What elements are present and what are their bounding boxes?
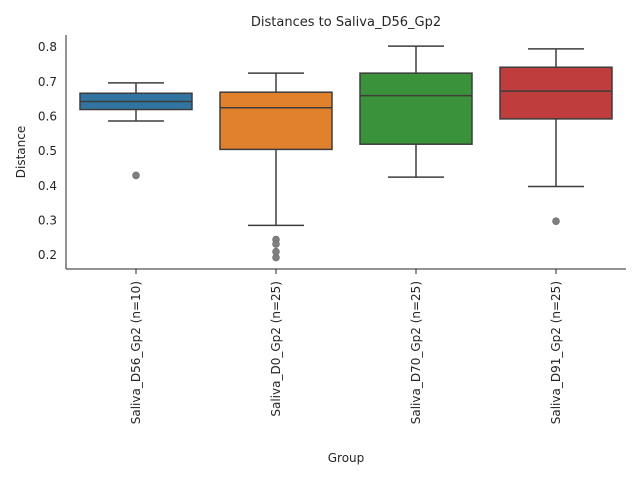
y-tick-label: 0.3: [38, 213, 57, 227]
y-tick-label: 0.7: [38, 75, 57, 89]
x-tick-label: Saliva_D70_Gp2 (n=25): [409, 281, 423, 424]
x-tick-label: Saliva_D91_Gp2 (n=25): [549, 281, 563, 424]
x-axis-label: Group: [328, 451, 365, 465]
x-tick-label: Saliva_D0_Gp2 (n=25): [269, 281, 283, 417]
chart-title: Distances to Saliva_D56_Gp2: [251, 15, 441, 30]
y-tick-label: 0.4: [38, 179, 57, 193]
y-axis-label: Distance: [14, 126, 28, 178]
box: [359, 72, 473, 145]
box: [499, 66, 613, 120]
y-tick-label: 0.5: [38, 144, 57, 158]
y-tick-label: 0.2: [38, 248, 57, 262]
outlier-point: [552, 217, 560, 225]
y-tick-label: 0.6: [38, 109, 57, 123]
y-tick-label: 0.8: [38, 40, 57, 54]
x-tick-label: Saliva_D56_Gp2 (n=10): [129, 281, 143, 424]
box: [219, 91, 333, 151]
plot-area: 0.2 0.3 0.4 0.5 0.6 0.7 0.8 Saliva_D56_Gp2 (n=1…: [38, 35, 626, 424]
outlier-point: [272, 253, 280, 262]
outlier-point: [132, 171, 140, 180]
outlier-point: [272, 240, 280, 248]
